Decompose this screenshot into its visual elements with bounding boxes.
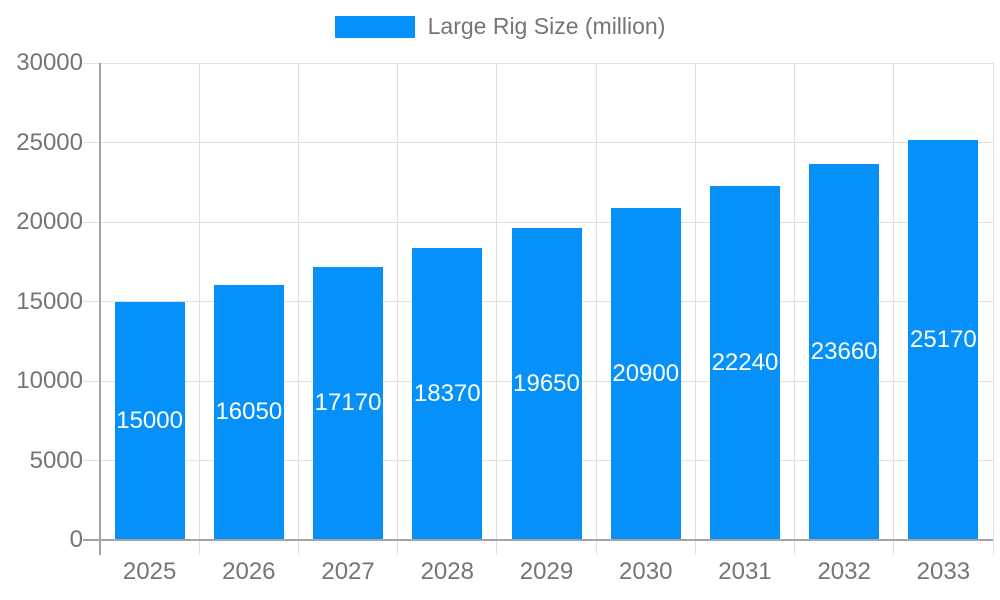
bar-value-label: 25170 [910, 325, 977, 353]
bar-value-label: 18370 [413, 379, 481, 407]
y-axis-label: 10000 [16, 367, 83, 394]
bar [313, 267, 384, 540]
x-axis-line [83, 539, 993, 541]
bar-value-label: 15000 [116, 406, 183, 434]
bar-value-label: 19650 [513, 369, 580, 397]
x-gridline [198, 63, 200, 555]
bar-value-label: 20900 [612, 359, 680, 387]
x-axis-label: 2032 [817, 558, 871, 585]
bar-value-label: 17170 [314, 389, 382, 417]
x-gridline [297, 63, 299, 555]
bar [213, 284, 284, 540]
bar [511, 227, 582, 540]
x-axis-label: 2028 [420, 558, 474, 585]
y-gridline [83, 142, 993, 143]
legend: Large Rig Size (million) [0, 15, 1000, 38]
x-axis-label: 2030 [619, 558, 673, 585]
y-axis-line [99, 63, 101, 555]
bar-value-label: 23660 [810, 337, 878, 365]
y-axis-label: 0 [69, 526, 83, 553]
x-axis-label: 2033 [916, 558, 971, 585]
y-axis-label: 15000 [16, 287, 83, 315]
x-gridline [694, 63, 696, 555]
bar-value-label: 22240 [711, 349, 779, 377]
x-gridline [595, 63, 597, 555]
bar [908, 139, 979, 540]
x-axis-label: 2027 [321, 558, 375, 585]
bar-value-label: 16050 [215, 398, 283, 426]
y-axis-label: 25000 [16, 128, 83, 156]
x-gridline [794, 63, 796, 555]
bar [610, 207, 681, 540]
x-axis-label: 2031 [718, 558, 772, 585]
x-axis-label: 2026 [222, 558, 276, 585]
y-axis-label: 20000 [16, 208, 83, 235]
x-gridline [992, 63, 994, 555]
y-gridline [83, 221, 993, 223]
bar [809, 163, 880, 540]
y-axis-label: 5000 [29, 446, 83, 474]
x-axis-label: 2025 [122, 558, 177, 585]
legend-swatch [334, 15, 415, 38]
legend-label: Large Rig Size (million) [427, 13, 666, 39]
legend-item[interactable]: Large Rig Size (million) [334, 13, 666, 39]
x-gridline [496, 63, 498, 555]
bar [709, 186, 780, 540]
bar [114, 301, 185, 540]
bar [412, 247, 483, 540]
x-gridline [893, 63, 895, 555]
x-axis-label: 2029 [519, 558, 574, 585]
plot-area: 15000 16050 17170 18370 19650 20900 22240 23660… [83, 62, 994, 555]
y-gridline [83, 62, 993, 64]
y-axis-label: 30000 [16, 49, 83, 76]
x-gridline [397, 63, 399, 555]
